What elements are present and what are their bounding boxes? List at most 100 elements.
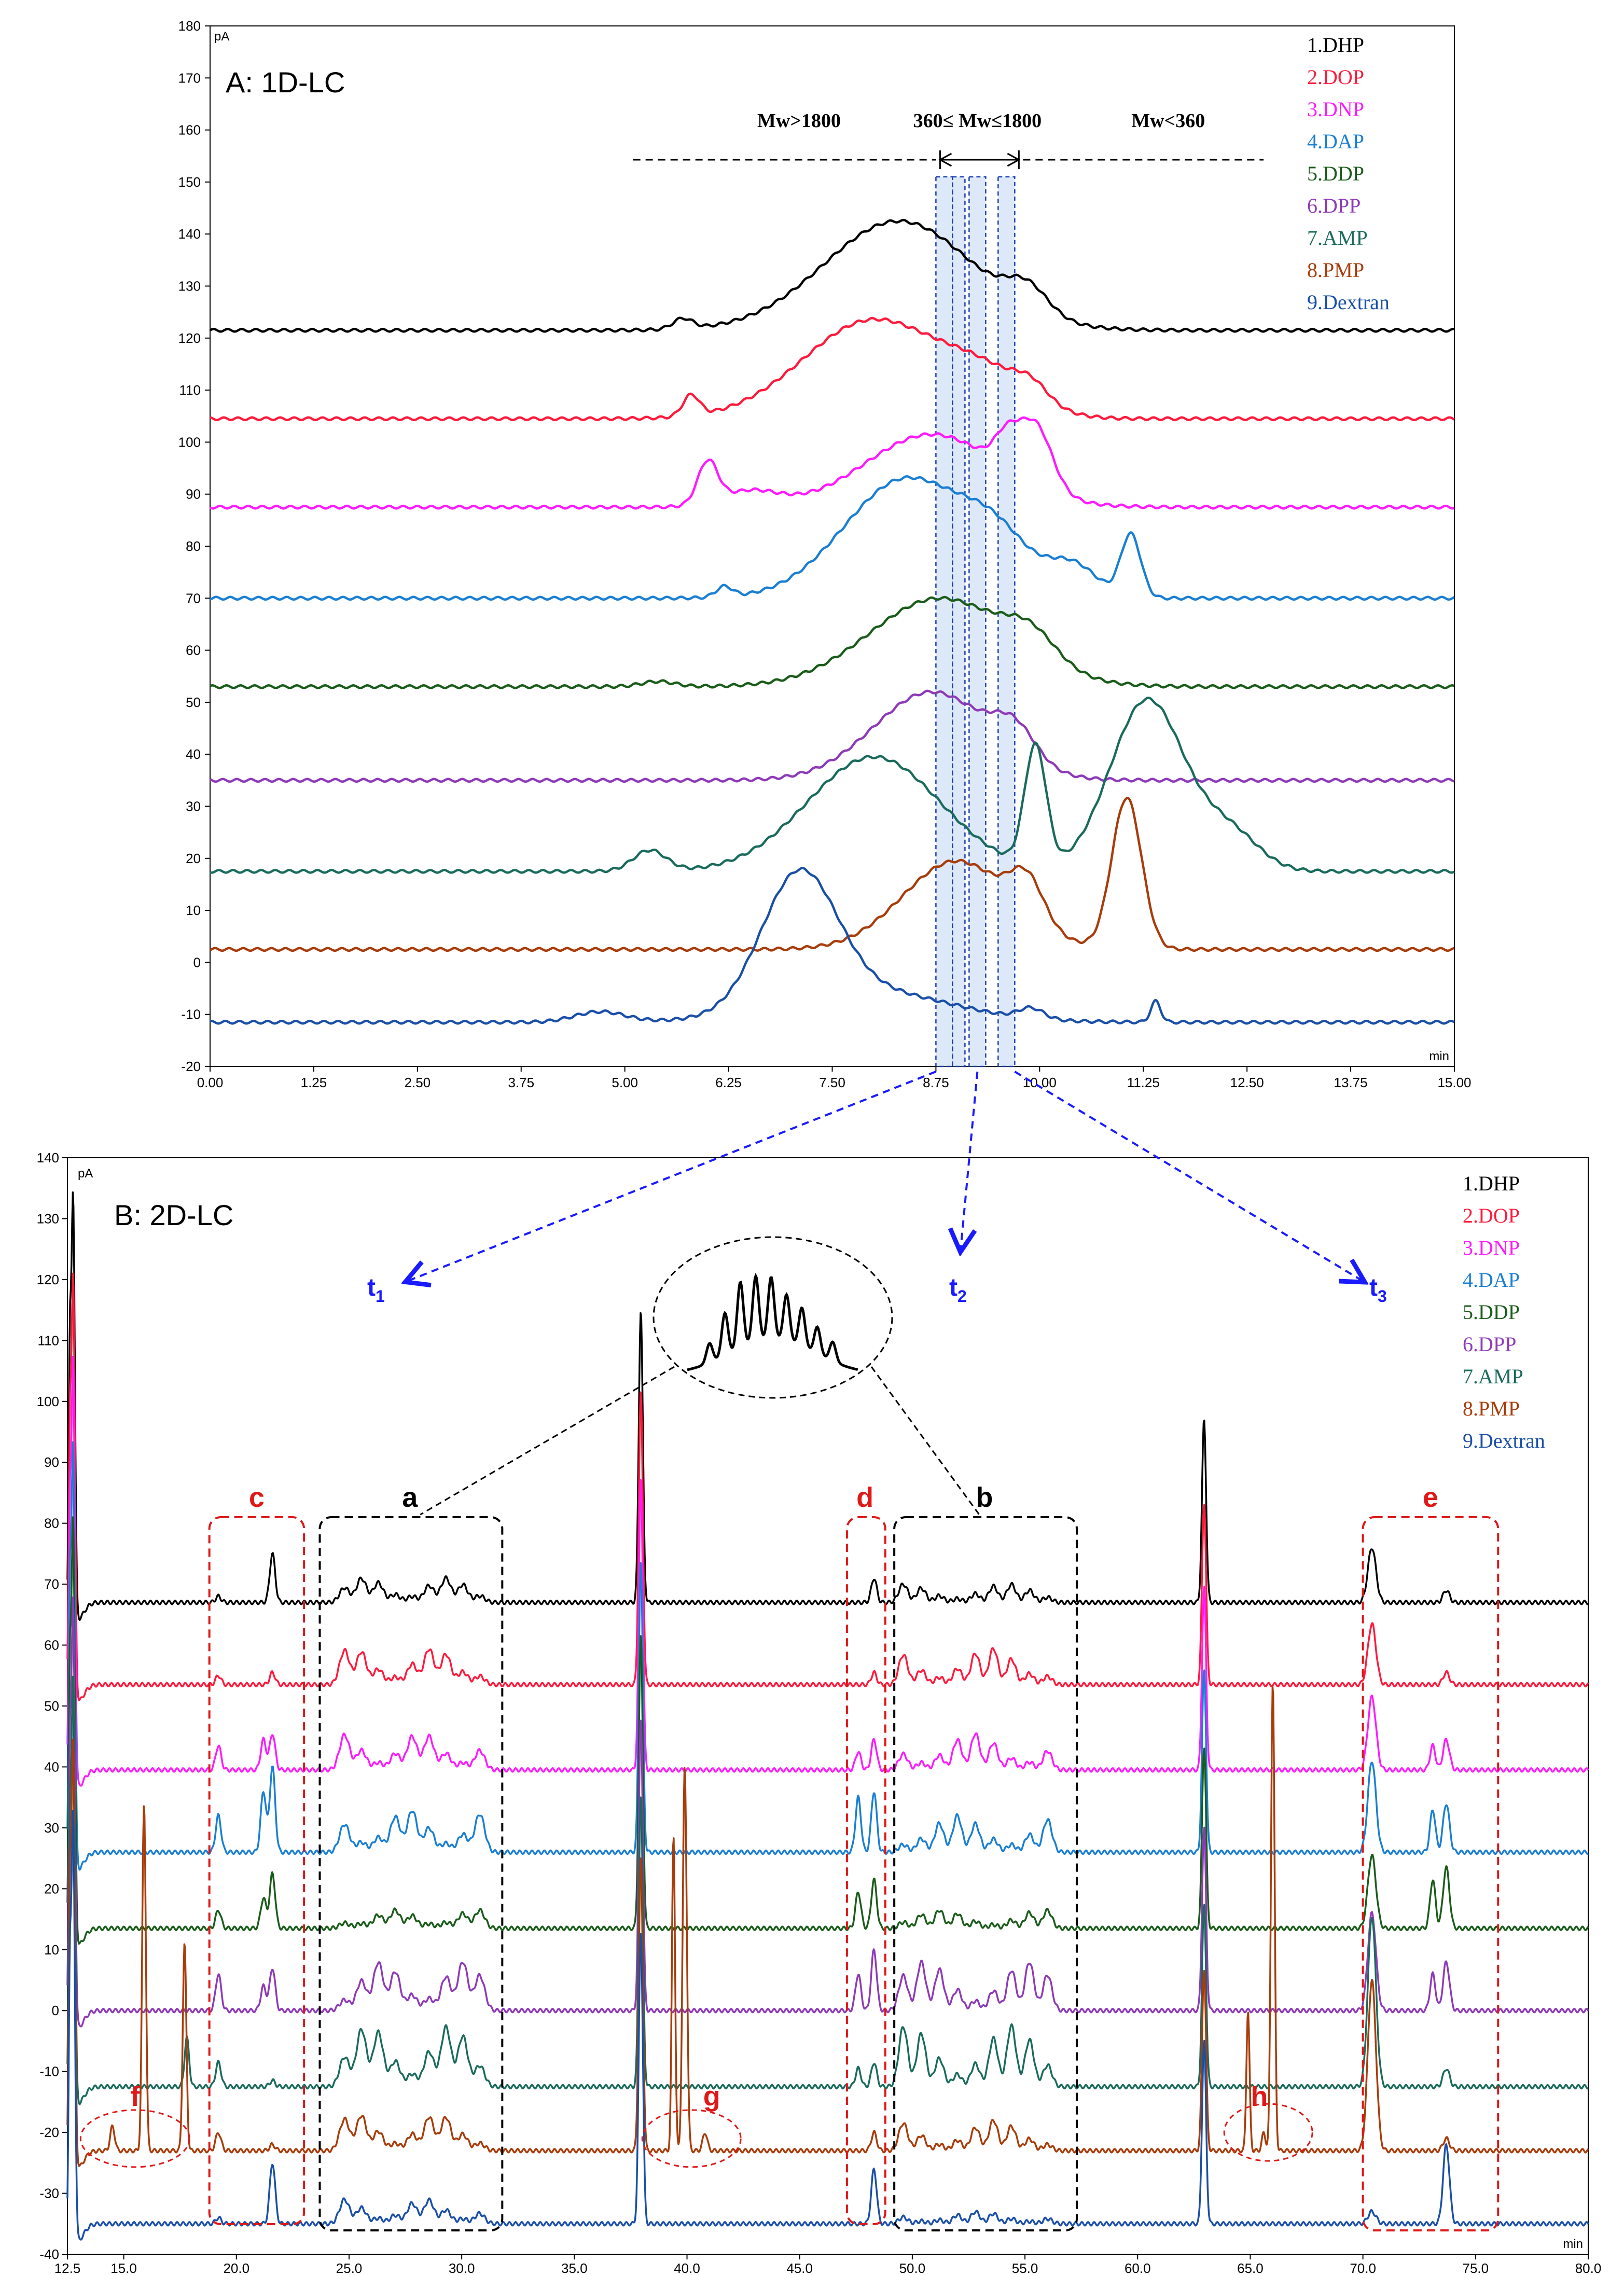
- y-tick-label-b: 30: [44, 1820, 59, 1836]
- region-label-d: d: [856, 1482, 873, 1513]
- region-label-c: c: [249, 1482, 265, 1513]
- y-tick-label-a: 140: [178, 226, 201, 242]
- y-tick-label-a: 70: [186, 590, 201, 606]
- region-box-a: [318, 1516, 504, 2231]
- series-line-b-dextran: [66, 1809, 1589, 2241]
- x-tick-label-b: 15.0: [110, 2260, 137, 2275]
- fraction-label-t3: t3: [1369, 1274, 1387, 1306]
- y-tick-label-b: 130: [37, 1211, 59, 1226]
- y-tick-label-b: 100: [37, 1394, 59, 1409]
- y-tick-label-a: 90: [186, 487, 201, 502]
- mw-label-mid: 360≤ Mw≤1800: [913, 110, 1042, 132]
- y-tick-label-a: 180: [178, 18, 201, 34]
- x-tick-label-a: 5.00: [612, 1075, 638, 1090]
- fraction-band-3: [968, 176, 987, 1067]
- arrow-to-t3: [1014, 1071, 1363, 1281]
- y-tick-label-a: 40: [186, 746, 201, 762]
- zoom-cluster-trace: [687, 1272, 858, 1371]
- panel-b-2d-lc: -40 -30 -20 -10 0 10 20 30 40 50 60 70 80 90 100 110 120…: [37, 1150, 1602, 2275]
- legend-a-dnp: 3.DNP: [1307, 98, 1364, 121]
- y-tick-label-b: 50: [44, 1698, 59, 1714]
- x-tick-label-a: 8.75: [923, 1075, 949, 1090]
- fraction-label-t2: t2: [949, 1274, 967, 1306]
- series-line-b-amp: [66, 1675, 1589, 2105]
- y-tick-label-a: 110: [179, 382, 201, 398]
- x-tick-label-b: 45.0: [786, 2260, 813, 2275]
- fraction-label-t1: t1: [367, 1274, 385, 1306]
- x-tick-label-a: 13.75: [1334, 1075, 1368, 1090]
- series-line-a-dap: [210, 475, 1455, 601]
- x-tick-label-b: 70.0: [1350, 2260, 1376, 2275]
- x-tick-label-a: 6.25: [715, 1075, 742, 1090]
- region-label-g: g: [703, 2081, 720, 2112]
- x-tick-label-a: 3.75: [508, 1075, 534, 1090]
- y-unit-b: pA: [78, 1167, 93, 1181]
- legend-b-dop: 2.DOP: [1463, 1204, 1520, 1227]
- y-tick-label-b: 20: [44, 1881, 59, 1896]
- legend-a-dop: 2.DOP: [1307, 65, 1364, 89]
- legend-b-dnp: 3.DNP: [1463, 1236, 1520, 1259]
- series-line-a-pmp: [209, 797, 1455, 952]
- legend-b-dap: 4.DAP: [1463, 1268, 1520, 1292]
- x-tick-label-a: 15.00: [1437, 1075, 1471, 1090]
- y-tick-label-b: -30: [39, 2186, 59, 2201]
- x-tick-label-a: 7.50: [819, 1075, 845, 1090]
- y-tick-label-b: 110: [38, 1333, 59, 1348]
- legend-b-dextran: 9.Dextran: [1463, 1429, 1545, 1452]
- y-tick-label-b: -20: [39, 2125, 59, 2140]
- ellipse-h: [1223, 2103, 1313, 2162]
- legend-a-dpp: 6.DPP: [1307, 194, 1361, 217]
- ellipse-f: [79, 2109, 190, 2168]
- x-tick-label-a: 1.25: [301, 1075, 327, 1090]
- x-tick-label-b: 35.0: [561, 2260, 588, 2275]
- x-tick-label-b: 25.0: [336, 2260, 363, 2275]
- y-tick-label-a: 120: [178, 330, 201, 346]
- series-line-a-ddp: [210, 595, 1455, 689]
- legend-b-pmp: 8.PMP: [1463, 1397, 1520, 1420]
- y-tick-label-b: -40: [39, 2246, 59, 2262]
- series-line-b-dpp: [66, 1596, 1589, 2028]
- arrow-to-t2: [961, 1071, 979, 1250]
- y-tick-label-b: 0: [52, 2003, 59, 2018]
- region-label-a: a: [402, 1482, 418, 1513]
- legend-b-dpp: 6.DPP: [1463, 1333, 1516, 1356]
- y-tick-label-a: -20: [181, 1059, 201, 1074]
- y-tick-label-b: 10: [44, 1942, 59, 1958]
- y-tick-label-b: 80: [44, 1516, 59, 1531]
- series-line-a-dnp: [209, 416, 1455, 510]
- panel-title-a: A: 1D-LC: [226, 66, 345, 99]
- legend-a-dhp: 1.DHP: [1307, 33, 1364, 57]
- series-line-b-dnp: [66, 1355, 1589, 1787]
- x-tick-label-b: 20.0: [223, 2260, 249, 2275]
- series-line-a-dextran: [210, 867, 1455, 1025]
- x-unit-b: min: [1563, 2237, 1583, 2251]
- x-tick-label-b: 40.0: [674, 2260, 700, 2275]
- zoom-link-a: [420, 1366, 675, 1516]
- y-tick-label-a: 20: [186, 851, 201, 866]
- series-line-b-dop: [66, 1272, 1589, 1701]
- x-tick-label-b: 60.0: [1125, 2260, 1151, 2275]
- plot-frame-a: [210, 25, 1455, 1067]
- series-line-b-dhp: [66, 1191, 1589, 1621]
- y-tick-label-a: 50: [186, 695, 201, 710]
- region-box-b: [893, 1516, 1078, 2231]
- legend-b-ddp: 5.DDP: [1463, 1300, 1520, 1324]
- y-tick-label-a: 150: [178, 174, 201, 190]
- y-tick-label-b: 120: [37, 1272, 59, 1287]
- series-line-a-dhp: [209, 218, 1455, 333]
- region-label-e: e: [1423, 1482, 1438, 1513]
- fraction-band-2: [952, 176, 966, 1067]
- zoom-ellipse: [653, 1236, 893, 1399]
- series-line-b-ddp: [66, 1516, 1589, 1945]
- connector-arrows: [407, 1071, 1363, 1281]
- x-tick-label-b: 80.0: [1575, 2260, 1602, 2275]
- series-line-a-amp: [210, 696, 1455, 874]
- x-tick-label-b: 50.0: [899, 2260, 926, 2275]
- y-tick-label-b: 60: [44, 1638, 59, 1653]
- x-tick-label-b: 65.0: [1237, 2260, 1264, 2275]
- panel-title-b: B: 2D-LC: [114, 1199, 233, 1231]
- mw-label-low: Mw<360: [1131, 110, 1205, 132]
- panel-a-1d-lc: -20 -10 0 10 20 30 40 50 60 70 80 90 100 110 120 130 140…: [178, 18, 1472, 1090]
- x-tick-label-a: 12.50: [1230, 1075, 1264, 1090]
